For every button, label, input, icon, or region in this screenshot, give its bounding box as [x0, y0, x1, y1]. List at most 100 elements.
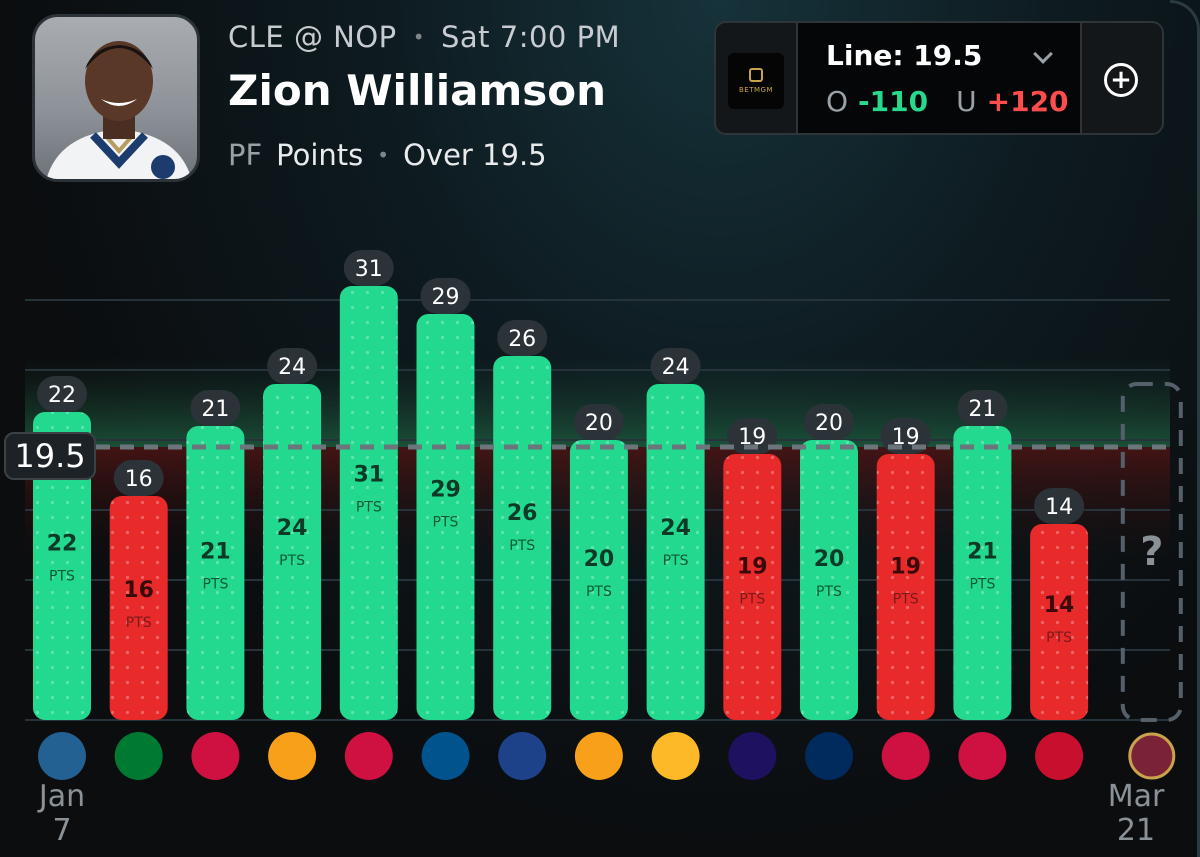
- bar-value-label: 19: [890, 555, 921, 580]
- team-logo-uta-icon: [268, 732, 317, 780]
- bar-unit-label: PTS: [586, 584, 612, 600]
- over-key: O: [826, 85, 849, 118]
- team-logo-tor-icon: [881, 732, 930, 780]
- separator-dot: •: [412, 25, 425, 49]
- bar-texture: [109, 496, 168, 720]
- player-position: PF: [228, 138, 263, 172]
- value-badge-label: 26: [508, 327, 536, 352]
- value-badge: [804, 404, 854, 440]
- line-selector[interactable]: Line: 19.5 O -110 U +120: [796, 23, 1082, 133]
- upcoming-value: ?: [1140, 529, 1163, 575]
- team-logo-bos-icon: [114, 732, 163, 780]
- player-photo-icon: [46, 41, 192, 179]
- team-logo-hou-icon: [958, 732, 1007, 780]
- bar-unit-label: PTS: [433, 515, 459, 531]
- value-badge: [343, 250, 394, 286]
- bar-value-label: 14: [1044, 593, 1075, 618]
- bar-value-label: 24: [660, 516, 691, 541]
- game-info: CLE @ NOP • Sat 7:00 PM: [228, 20, 620, 54]
- start-date: Jan 7: [38, 779, 86, 848]
- team-logo-tor-icon: [344, 732, 393, 780]
- bar-unit-label: PTS: [739, 592, 765, 608]
- player-name: Zion Williamson: [228, 66, 606, 115]
- bar-texture: [876, 454, 935, 720]
- bar-unit-label: PTS: [893, 592, 919, 608]
- bar-texture: [953, 426, 1012, 720]
- bar-value-label: 29: [430, 478, 461, 503]
- upcoming-game-placeholder: [1120, 382, 1183, 722]
- bar-unit-label: PTS: [279, 553, 305, 569]
- bar-texture: [569, 440, 628, 720]
- bar-value-label: 26: [507, 501, 538, 526]
- plus-icon: +: [1110, 65, 1132, 95]
- bar-value-label: 20: [814, 547, 845, 572]
- value-badge: [573, 404, 624, 440]
- prop-info: PF Points • Over 19.5: [228, 138, 547, 172]
- value-badge: [420, 278, 471, 314]
- value-badge-label: 20: [815, 411, 843, 436]
- bar-unit-label: PTS: [356, 499, 382, 515]
- bar-texture: [416, 314, 475, 720]
- line-value-tag: 19.5: [4, 432, 96, 480]
- bar-value-label: 20: [584, 547, 615, 572]
- odds-panel: BETMGM Line: 19.5 O -110 U +120 +: [714, 21, 1164, 135]
- odds-values: O -110 U +120: [826, 85, 1069, 118]
- bar-unit-label: PTS: [509, 538, 535, 554]
- value-badge-label: 16: [125, 467, 153, 492]
- value-badge: [957, 390, 1008, 426]
- bar-texture: [646, 384, 705, 720]
- value-badge-label: 29: [432, 285, 460, 310]
- bar-texture: [263, 384, 322, 720]
- bar-value-label: 19: [737, 555, 768, 580]
- team-logo-min-icon: [38, 732, 86, 780]
- bar-unit-label: PTS: [663, 553, 689, 569]
- value-badge-label: 21: [201, 397, 229, 422]
- bar-unit-label: PTS: [126, 615, 152, 631]
- bar-texture: [339, 286, 398, 720]
- team-logo-cle-icon: [1128, 732, 1176, 780]
- bar-unit-label: PTS: [202, 576, 228, 592]
- team-logo-was-icon: [805, 732, 853, 780]
- bar-texture: [723, 454, 782, 720]
- line-label: Line: 19.5: [826, 39, 983, 72]
- bar-texture: [33, 412, 91, 720]
- bar-value-label: 16: [123, 578, 154, 603]
- value-badge: [650, 348, 701, 384]
- bar-texture: [1030, 524, 1089, 720]
- bar-value-label: 31: [353, 462, 384, 487]
- team-logo-lac-icon: [1035, 732, 1084, 780]
- bar-texture: [800, 440, 858, 720]
- over-odds: -110: [858, 85, 929, 118]
- separator-dot: •: [377, 143, 390, 167]
- team-logo-phx-icon: [728, 732, 777, 780]
- value-badge: [727, 418, 778, 454]
- bar-value-label: 22: [47, 532, 78, 557]
- value-badge-label: 14: [1045, 495, 1073, 520]
- game-time: Sat 7:00 PM: [440, 20, 621, 54]
- value-badge: [1034, 488, 1085, 524]
- value-badge: [190, 390, 241, 426]
- bar-unit-label: PTS: [49, 569, 75, 585]
- sportsbook-logo[interactable]: BETMGM: [728, 53, 784, 109]
- value-badge: [497, 320, 548, 356]
- sportsbook-name: BETMGM: [738, 86, 773, 94]
- bar-value-label: 21: [200, 539, 231, 564]
- prop-stat: Points: [276, 138, 364, 172]
- betmgm-icon: [749, 68, 763, 82]
- value-badge: [113, 460, 164, 496]
- value-badge-label: 31: [355, 257, 383, 282]
- bar-unit-label: PTS: [1046, 630, 1072, 646]
- bar-value-label: 21: [967, 539, 998, 564]
- value-badge: [37, 376, 87, 412]
- bar-unit-label: PTS: [969, 576, 995, 592]
- value-badge: [267, 348, 318, 384]
- end-date: Mar 21: [1107, 779, 1165, 848]
- add-pick-button[interactable]: +: [1104, 63, 1138, 97]
- under-key: U: [956, 85, 977, 118]
- under-odds: +120: [986, 85, 1069, 118]
- prop-over-under: Over 19.5: [403, 138, 547, 172]
- bar-unit-label: PTS: [816, 584, 842, 600]
- value-badge-label: 22: [48, 383, 76, 408]
- player-avatar: [32, 14, 200, 182]
